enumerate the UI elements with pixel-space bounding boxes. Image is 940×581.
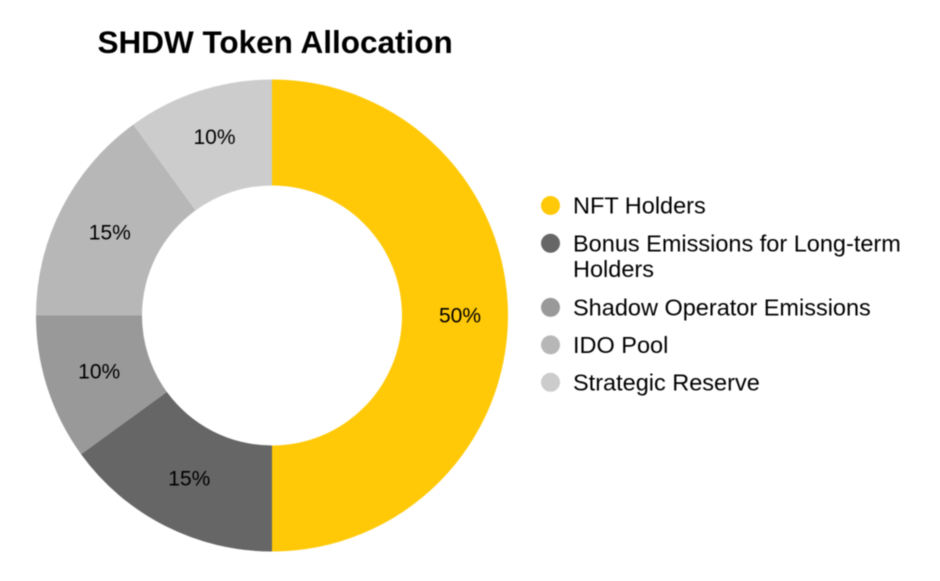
svg-text:10%: 10% — [193, 126, 235, 149]
svg-text:Strategic Reserve: Strategic Reserve — [573, 370, 760, 396]
svg-text:10%: 10% — [78, 360, 120, 383]
svg-text:IDO Pool: IDO Pool — [573, 332, 668, 358]
svg-text:Shadow Operator Emissions: Shadow Operator Emissions — [573, 295, 871, 321]
svg-text:15%: 15% — [89, 221, 131, 244]
svg-text:50%: 50% — [439, 304, 481, 327]
svg-text:NFT Holders: NFT Holders — [573, 193, 706, 219]
svg-text:15%: 15% — [168, 467, 210, 490]
svg-text:Bonus Emissions for Long-term: Bonus Emissions for Long-term — [573, 231, 901, 257]
svg-text:SHDW Token Allocation: SHDW Token Allocation — [98, 24, 453, 60]
svg-text:Holders: Holders — [573, 256, 654, 282]
